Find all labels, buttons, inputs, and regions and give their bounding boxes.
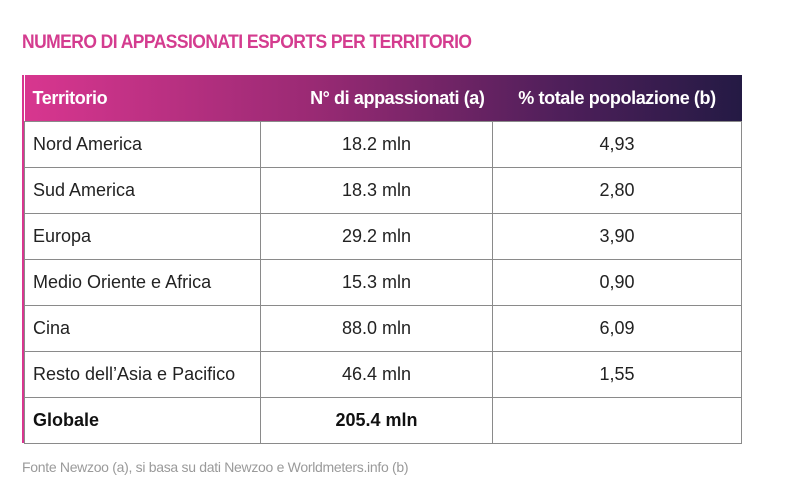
data-table-container: Territorio N° di appassionati (a) % tota…: [22, 75, 742, 444]
esports-fans-table: Territorio N° di appassionati (a) % tota…: [24, 75, 742, 444]
cell-popolazione: 1,55: [492, 351, 742, 398]
cell-territorio: Cina: [24, 305, 261, 352]
source-note: Fonte Newzoo (a), si basa su dati Newzoo…: [22, 459, 409, 475]
cell-popolazione: 4,93: [492, 121, 742, 168]
cell-popolazione: 3,90: [492, 213, 742, 260]
cell-appassionati: 29.2 mln: [260, 213, 493, 260]
table-row: Cina 88.0 mln 6,09: [24, 305, 742, 352]
table-row: Resto dell’Asia e Pacifico 46.4 mln 1,55: [24, 351, 742, 398]
total-cell-appassionati: 205.4 mln: [260, 397, 493, 444]
table-row: Europa 29.2 mln 3,90: [24, 213, 742, 260]
cell-appassionati: 46.4 mln: [260, 351, 493, 398]
cell-appassionati: 18.3 mln: [260, 167, 493, 214]
table-row: Nord America 18.2 mln 4,93: [24, 121, 742, 168]
page-title: NUMERO DI APPASSIONATI ESPORTS PER TERRI…: [22, 32, 472, 53]
cell-territorio: Nord America: [24, 121, 261, 168]
cell-territorio: Sud America: [24, 167, 261, 214]
header-popolazione: % totale popolazione (b): [518, 87, 716, 108]
header-territorio: Territorio: [32, 87, 108, 108]
cell-territorio: Europa: [24, 213, 261, 260]
cell-appassionati: 88.0 mln: [260, 305, 493, 352]
cell-popolazione: 6,09: [492, 305, 742, 352]
cell-appassionati: 18.2 mln: [260, 121, 493, 168]
cell-appassionati: 15.3 mln: [260, 259, 493, 306]
cell-popolazione: 0,90: [492, 259, 742, 306]
cell-territorio: Resto dell’Asia e Pacifico: [24, 351, 261, 398]
table-row: Medio Oriente e Africa 15.3 mln 0,90: [24, 259, 742, 306]
table-row: Sud America 18.3 mln 2,80: [24, 167, 742, 214]
table-header-row: Territorio N° di appassionati (a) % tota…: [24, 75, 742, 122]
total-cell-territorio: Globale: [24, 397, 261, 444]
total-cell-popolazione: [492, 397, 742, 444]
table-total-row: Globale 205.4 mln: [24, 397, 742, 444]
header-appassionati: N° di appassionati (a): [310, 87, 485, 108]
cell-territorio: Medio Oriente e Africa: [24, 259, 261, 306]
cell-popolazione: 2,80: [492, 167, 742, 214]
